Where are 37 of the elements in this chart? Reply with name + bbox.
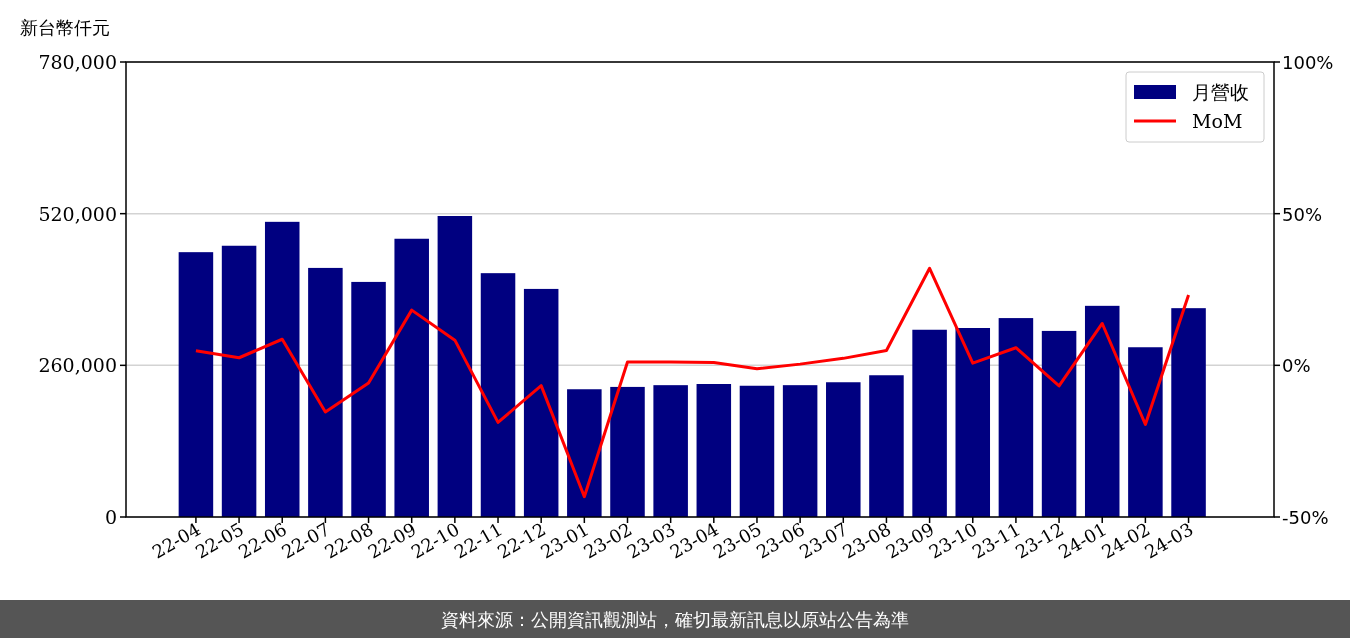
- y-tick-label: 260,000: [38, 354, 117, 377]
- bar: [1084, 305, 1120, 517]
- legend-label: 月營收: [1192, 81, 1249, 103]
- bar: [437, 216, 473, 517]
- bar: [308, 267, 343, 517]
- y-tick-label: 780,000: [38, 51, 117, 73]
- bar: [394, 238, 429, 517]
- bar: [826, 382, 861, 517]
- bar: [351, 281, 386, 517]
- source-note: 資料來源：公開資訊觀測站，確切最新訊息以原站公告為準: [441, 609, 909, 630]
- bar: [955, 328, 991, 517]
- y-tick-label: 0: [104, 506, 117, 528]
- bar: [869, 375, 904, 517]
- bar: [998, 318, 1034, 517]
- bar: [1041, 330, 1077, 517]
- y2-tick-label: -50%: [1282, 507, 1329, 528]
- bar: [739, 385, 775, 517]
- bar: [523, 288, 559, 517]
- y2-tick-label: 0%: [1282, 355, 1311, 377]
- bar: [782, 385, 818, 517]
- bar: [653, 385, 688, 517]
- bar: [610, 386, 645, 517]
- y-tick-label: 520,000: [38, 202, 117, 225]
- bar: [221, 245, 257, 517]
- line-series: [194, 266, 1191, 499]
- bar: [264, 221, 300, 517]
- bar: [696, 384, 732, 517]
- bar: [912, 329, 947, 517]
- bar: [1171, 308, 1206, 517]
- bar: [480, 273, 516, 517]
- y-axis-title: 新台幣仟元: [20, 17, 110, 38]
- bar: [178, 252, 214, 517]
- legend-label: MoM: [1192, 110, 1243, 132]
- bar: [567, 389, 602, 517]
- y2-tick-label: 100%: [1282, 52, 1334, 73]
- bar: [1128, 347, 1163, 517]
- y2-tick-label: 50%: [1282, 203, 1323, 225]
